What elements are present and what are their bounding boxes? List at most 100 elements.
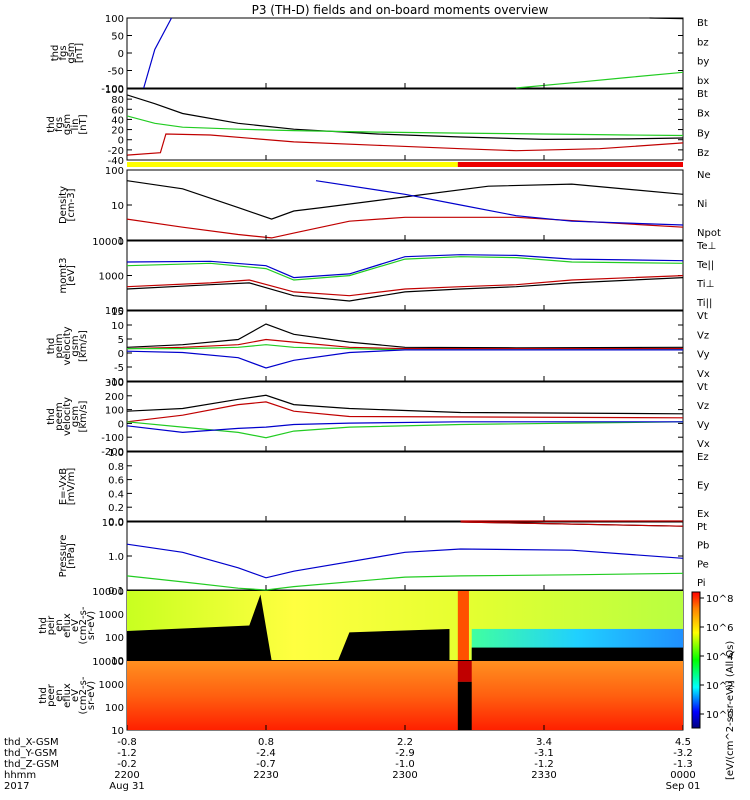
mode-bar-red (457, 162, 683, 167)
y-tick-label: 100 (105, 406, 124, 417)
legend-entry: bz (697, 37, 709, 48)
y-axis-label: thd (38, 687, 49, 704)
legend-entry: Vt (697, 311, 708, 322)
y-tick-label: -20 (108, 146, 124, 157)
legend-entry: Ni (697, 199, 707, 210)
y-axis-label: gsm (66, 42, 77, 63)
legend-entry: Ti|| (696, 298, 712, 309)
colorbar-ticks: 10^8 10^6 10^4 10^2 10^0 (700, 594, 733, 721)
x-tick-label: 2300 (392, 770, 417, 781)
y-axis-label: [mV/m] (66, 468, 77, 506)
y-tick-label: 100 (105, 633, 124, 644)
y-axis-label: [nPa] (66, 543, 77, 569)
legend-entry: Te⊥ (696, 241, 716, 252)
y-axis-label: thd (46, 338, 57, 355)
x-tick-label: -0.8 (117, 737, 137, 748)
y-tick-label: 1000 (99, 272, 124, 283)
series-line-ti (126, 254, 684, 279)
x-tick-label: 2.2 (397, 737, 413, 748)
series-line-vy (126, 421, 684, 439)
series-line-vt (126, 394, 684, 415)
y-tick-label: 60 (111, 105, 124, 116)
x-tick-label: -2.4 (256, 748, 276, 759)
colorbar-tick-label: 10^0 (706, 710, 733, 721)
colorbar-tick-label: 10^6 (706, 623, 733, 634)
panel-density: 100 10 1 Density[cm-3] Ne Ni Npot (58, 166, 721, 247)
legend-entry: Pi (697, 578, 706, 589)
panel-frame (126, 240, 684, 311)
series-line-te (126, 275, 684, 297)
series-line-bt (649, 17, 684, 20)
x-tick-label: 3.4 (536, 737, 552, 748)
legend-entry: Ex (697, 509, 709, 520)
series-group (126, 17, 684, 591)
x-tick-label: -1.0 (395, 759, 415, 770)
y-axis-label: [nT] (78, 114, 89, 134)
y-axis-label: Density (58, 186, 69, 224)
y-tick-label: 10000 (92, 237, 124, 248)
x-tick-label: -2.9 (395, 748, 415, 759)
y-axis-label: peer (46, 683, 57, 707)
y-tick-label: 0 (118, 349, 124, 360)
y-tick-label: -50 (108, 67, 124, 78)
series-line-pb (460, 521, 684, 527)
y-axis-label: eflux (62, 613, 73, 638)
peer-spectrogram-bg (127, 661, 683, 730)
legend-entry: Ti⊥ (696, 279, 714, 290)
y-axis-label: thd (46, 116, 57, 133)
y-tick-label: 1 (118, 236, 124, 247)
peir-dark-region-1 (127, 594, 272, 660)
y-axis-label: eV (70, 689, 81, 702)
x-tick-label: 0.8 (258, 737, 274, 748)
y-tick-label: -100 (101, 433, 124, 444)
legend-entry: Vx (697, 439, 710, 450)
series-line-vt (126, 323, 684, 349)
series-line-ne (126, 216, 684, 239)
y-tick-label: 1000 (99, 680, 124, 691)
legend-entry: Vz (697, 330, 709, 341)
y-tick-label: 0.6 (108, 476, 124, 487)
y-axis-label: (cm2-s- (78, 676, 89, 714)
series-line-npot (315, 180, 684, 226)
x-axis-group: thd_X-GSM -0.8 0.8 2.2 3.4 4.5 thd_Y-GSM -1.2 -2… (4, 83, 700, 792)
y-axis-label: eflux (62, 683, 73, 708)
peer-gap-stripe (457, 681, 472, 730)
legend-entry: Bx (697, 109, 710, 120)
series-line-bz (126, 133, 684, 156)
y-tick-label: 20 (111, 126, 124, 137)
legend-entry: Pb (697, 541, 709, 552)
y-axis-label: (cm2-s- (78, 606, 89, 644)
y-axis-label: eV (70, 619, 81, 632)
y-tick-label: 100 (105, 306, 124, 317)
y-tick-label: 10.0 (102, 518, 124, 529)
x-tick-label: 2200 (114, 770, 139, 781)
x-tick-label: -3.1 (534, 748, 554, 759)
panel-frame (126, 451, 684, 522)
legend-entry: Ez (697, 452, 709, 463)
y-tick-label: -40 (108, 156, 124, 167)
mode-bar-yellow (127, 162, 458, 167)
y-tick-label: 0 (118, 419, 124, 430)
y-axis-label: gsm (70, 335, 81, 356)
panel-efield: 1.0 0.8 0.6 0.4 0.2 0.0 E=-VxB[mV/m] Ez Ey Ex (58, 448, 709, 528)
colorbar-tick-label: 10^8 (706, 594, 733, 605)
panel-frame (126, 17, 684, 89)
x-tick-label: 2330 (531, 770, 556, 781)
series-line-vx (126, 349, 683, 369)
y-tick-label: 0.0 (108, 517, 124, 528)
y-axis-label: en (54, 619, 65, 632)
series-line-te (126, 277, 684, 302)
colorbar-tick-label: 10^4 (706, 652, 733, 663)
y-axis-label: thd (50, 45, 61, 62)
y-tick-label: 50 (111, 32, 124, 43)
extras-group (127, 162, 683, 730)
y-axis-label: fgs (58, 45, 69, 60)
panel-temperature: 10000 1000 100 momt3[eV] Te⊥ Te|| Ti⊥ Ti|| (58, 237, 716, 317)
legend-entry: bx (697, 76, 709, 87)
legend-entry: Ne (697, 170, 711, 181)
y-tick-label: 100 (105, 85, 124, 96)
legend-entry: Vx (697, 369, 710, 380)
y-axis-label: peim (54, 333, 65, 358)
y-tick-label: 80 (111, 95, 124, 106)
